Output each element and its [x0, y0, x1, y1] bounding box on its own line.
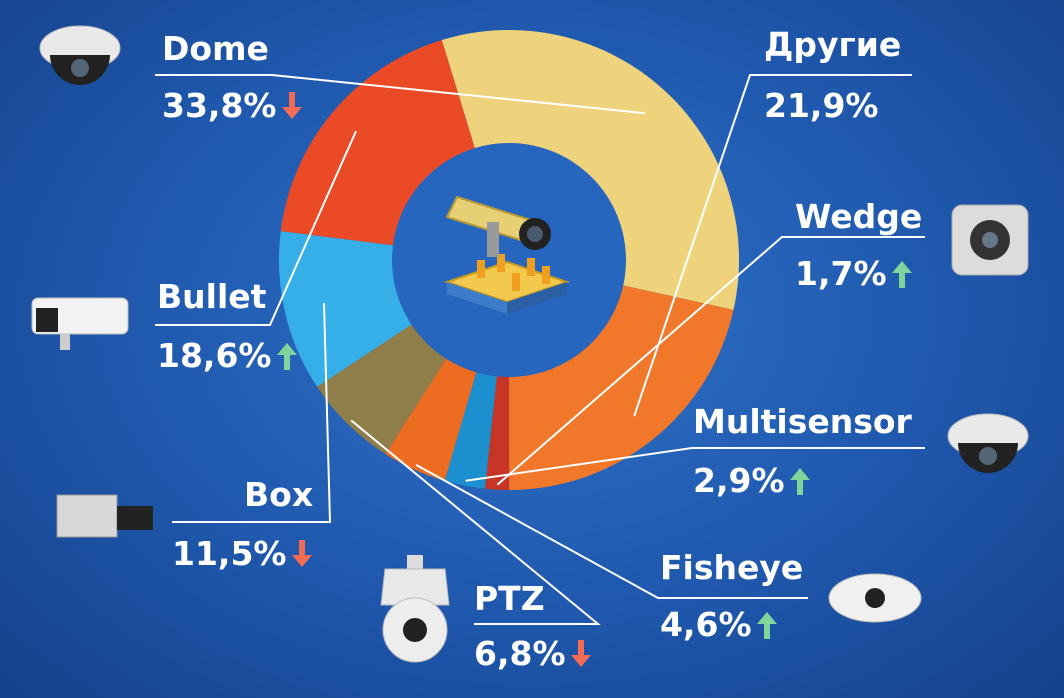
label-multisensor: Multisensor 2,9% — [693, 405, 912, 497]
multisensor-camera-icon — [947, 413, 1029, 473]
wedge-camera-icon — [951, 204, 1029, 276]
leader-line-fisheye — [415, 464, 808, 599]
leader-line-bullet — [155, 130, 357, 326]
category-label: Wedge — [795, 197, 923, 236]
category-label: Box — [244, 475, 314, 514]
leader-line-wedge — [496, 236, 925, 486]
box-camera-icon — [56, 494, 153, 538]
label-wedge: Wedge 1,7% — [795, 200, 922, 290]
category-label: Multisensor — [693, 402, 912, 441]
trend-down-icon — [291, 539, 312, 567]
label-ptz: PTZ 6,8% — [474, 582, 592, 670]
trend-up-icon — [891, 260, 912, 288]
category-label: Dome — [162, 29, 269, 68]
category-label: Другие — [764, 25, 902, 64]
value-label: 2,9% — [693, 461, 785, 500]
trend-down-icon — [570, 639, 591, 667]
label-other: Другие 21,9% — [764, 28, 901, 122]
leader-line-multisensor — [465, 447, 925, 482]
ptz-camera-icon — [380, 555, 450, 663]
category-label: Fisheye — [660, 548, 804, 587]
label-fisheye: Fisheye 4,6% — [660, 551, 803, 641]
donut-hole — [392, 143, 626, 377]
label-bullet: Bullet 18,6% — [157, 280, 298, 372]
leader-line-другие — [633, 74, 912, 417]
bullet-camera-icon — [31, 297, 129, 350]
value-label: 11,5% — [172, 534, 287, 573]
category-label: PTZ — [474, 579, 545, 618]
trend-up-icon — [756, 611, 777, 639]
cctv-camera-icon — [443, 195, 571, 314]
leader-line-box — [172, 303, 332, 523]
label-box: Box 11,5% — [172, 478, 313, 570]
value-label: 6,8% — [474, 634, 566, 673]
trend-down-icon — [281, 91, 302, 119]
trend-up-icon — [276, 342, 297, 370]
label-dome: Dome 33,8% — [162, 32, 303, 122]
leader-line-dome — [155, 74, 645, 115]
value-label: 1,7% — [795, 254, 887, 293]
leader-line-ptz — [350, 419, 601, 625]
category-label: Bullet — [157, 277, 267, 316]
value-label: 4,6% — [660, 605, 752, 644]
fisheye-camera-icon — [828, 573, 922, 623]
value-label: 33,8% — [162, 86, 277, 125]
value-label: 18,6% — [157, 336, 272, 375]
value-label: 21,9% — [764, 86, 879, 125]
trend-up-icon — [789, 467, 810, 495]
dome-camera-icon — [39, 25, 121, 85]
